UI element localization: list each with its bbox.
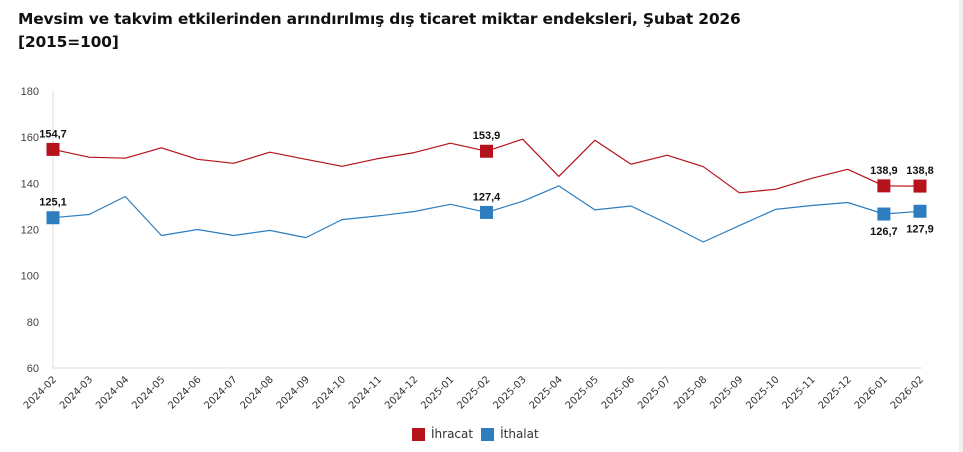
y-tick-label: 160 <box>21 132 39 144</box>
x-tick-label: 2024-04 <box>94 374 131 411</box>
x-tick-label: 2025-07 <box>636 374 673 411</box>
x-tick-label: 2024-09 <box>275 374 312 411</box>
x-tick-label: 2025-12 <box>817 374 854 411</box>
x-tick-label: 2025-01 <box>419 374 456 411</box>
y-tick-label: 120 <box>21 225 39 237</box>
legend-label-ihracat: İhracat <box>431 427 474 441</box>
marker-ithalat <box>480 205 493 219</box>
data-label-ihracat: 154,7 <box>39 128 67 140</box>
marker-ihracat <box>877 179 891 193</box>
marker-ihracat <box>480 144 493 158</box>
marker-ihracat <box>46 142 60 156</box>
legend-label-ithalat: İthalat <box>500 427 539 441</box>
x-tick-label: 2024-11 <box>347 374 384 411</box>
x-tick-label: 2024-10 <box>311 374 348 411</box>
x-tick-label: 2024-02 <box>22 374 59 411</box>
chart-title-line2: [2015=100] <box>18 33 119 51</box>
data-label-ithalat: 126,7 <box>870 226 898 238</box>
x-tick-label: 2024-06 <box>166 374 203 411</box>
x-axis-ticks: 2024-022024-032024-042024-052024-062024-… <box>22 374 926 411</box>
marker-ithalat <box>913 204 927 218</box>
y-tick-label: 140 <box>21 178 39 190</box>
x-tick-label: 2025-04 <box>528 374 565 411</box>
scrollbar[interactable] <box>959 0 963 452</box>
x-tick-label: 2024-07 <box>202 374 239 411</box>
x-tick-label: 2024-08 <box>239 374 276 411</box>
y-tick-label: 60 <box>27 363 39 375</box>
x-tick-label: 2026-02 <box>889 374 926 411</box>
legend-item-ihracat[interactable]: İhracat <box>412 427 473 441</box>
x-tick-label: 2026-01 <box>853 374 890 411</box>
axes <box>52 91 922 369</box>
marker-ithalat <box>46 211 60 225</box>
chart-title: Mevsim ve takvim etkilerinden arındırılm… <box>18 8 918 54</box>
legend-item-ithalat[interactable]: İthalat <box>481 427 539 441</box>
data-label-ithalat: 127,4 <box>473 191 501 203</box>
chart-title-line1: Mevsim ve takvim etkilerinden arındırılm… <box>18 10 741 28</box>
x-tick-label: 2024-03 <box>58 374 95 411</box>
x-tick-label: 2025-09 <box>708 374 745 411</box>
marker-ithalat <box>877 207 891 221</box>
y-tick-label: 80 <box>27 317 39 329</box>
x-tick-label: 2025-10 <box>744 374 781 411</box>
x-tick-label: 2025-03 <box>491 374 528 411</box>
x-tick-label: 2024-12 <box>383 374 420 411</box>
series-markers <box>46 142 927 225</box>
marker-ihracat <box>913 179 927 193</box>
x-tick-label: 2025-02 <box>455 374 492 411</box>
x-tick-label: 2025-11 <box>780 374 817 411</box>
data-label-ihracat: 138,9 <box>870 165 898 177</box>
data-label-ihracat: 153,9 <box>473 130 501 142</box>
x-tick-label: 2025-05 <box>564 374 601 411</box>
y-axis-ticks: 180 160 140 120 100 80 60 <box>21 86 39 375</box>
y-tick-label: 100 <box>21 271 39 283</box>
data-labels: 154,7 153,9 138,9 138,8 125,1 127,4 126,7 127,9 <box>39 128 934 238</box>
data-label-ihracat: 138,8 <box>906 165 934 177</box>
legend-swatch-ihracat <box>412 427 425 441</box>
data-label-ithalat: 125,1 <box>39 197 67 209</box>
x-tick-label: 2024-05 <box>130 374 167 411</box>
data-label-ithalat: 127,9 <box>906 223 934 235</box>
x-tick-label: 2025-08 <box>672 374 709 411</box>
legend: İhracat İthalat <box>412 427 547 441</box>
x-tick-label: 2025-06 <box>600 374 637 411</box>
y-tick-label: 180 <box>21 86 39 98</box>
legend-swatch-ithalat <box>481 427 495 441</box>
